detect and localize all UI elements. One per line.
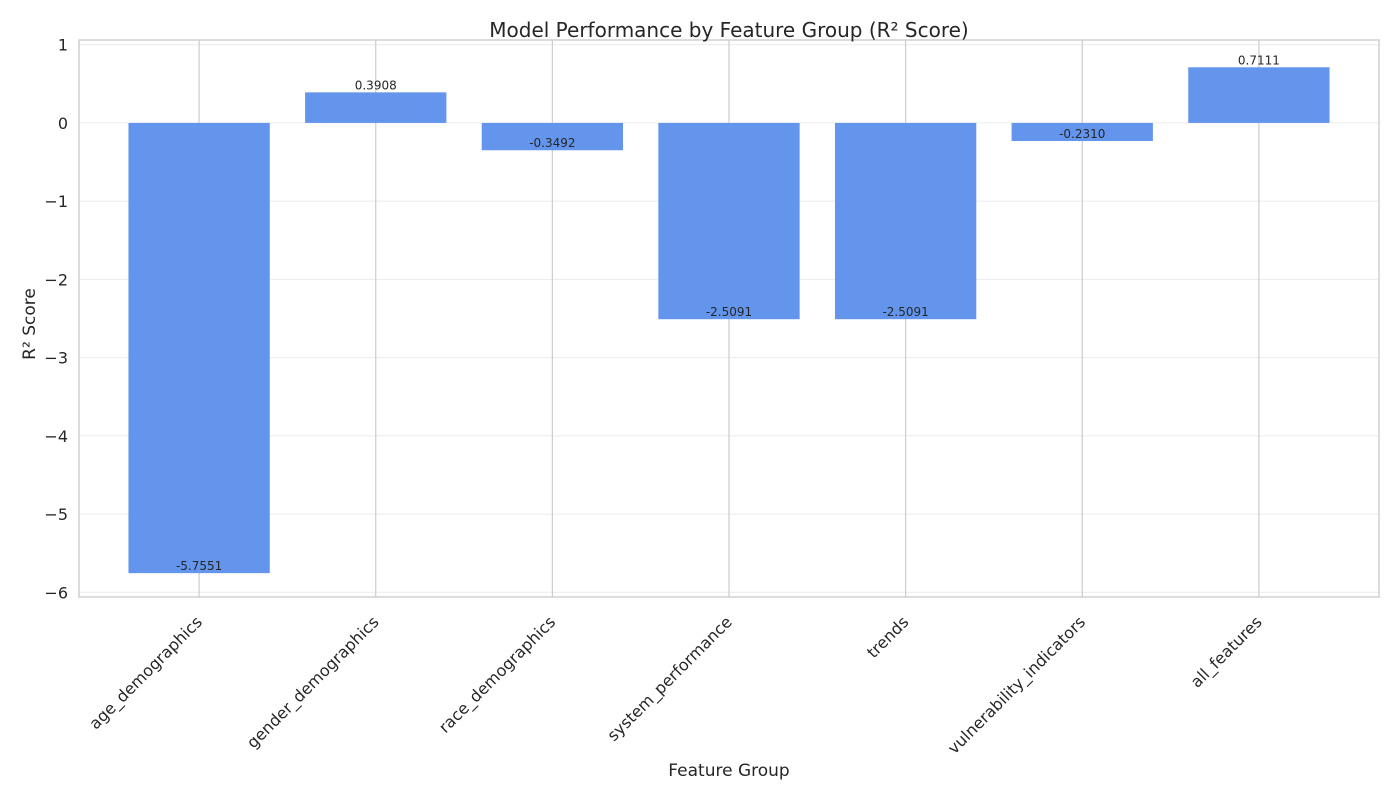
bar-gender_demographics	[305, 92, 447, 123]
bar-system_performance	[658, 122, 800, 320]
bar-trends	[834, 122, 977, 320]
y-tick-label: −3	[44, 349, 68, 368]
value-label-vulnerability_indicators: -0.2310	[1059, 127, 1105, 141]
value-label-race_demographics: -0.3492	[529, 136, 575, 150]
value-label-trends: -2.5091	[882, 305, 928, 319]
y-tick-label: −1	[44, 192, 68, 211]
x-axis-label: Feature Group	[668, 761, 789, 781]
value-label-all_features: 0.7111	[1238, 53, 1280, 67]
bar-all_features	[1188, 67, 1330, 123]
value-label-age_demographics: -5.7551	[176, 559, 222, 573]
x-tick-label-race_demographics: race_demographics	[435, 612, 560, 737]
y-tick-label: −4	[44, 427, 68, 446]
x-tick-labels: age_demographics gender_demographics race_…	[85, 612, 1266, 758]
x-tick-label-trends: trends	[863, 612, 912, 661]
value-labels-layer: -5.7551 0.3908 -0.3492 -2.5091 -2.5091 -0.231…	[176, 53, 1280, 573]
y-axis-label: R² Score	[20, 288, 40, 360]
x-tick-label-vulnerability_indicators: vulnerability_indicators	[944, 612, 1090, 758]
x-tick-label-gender_demographics: gender_demographics	[243, 612, 383, 752]
y-tick-label: −6	[44, 583, 68, 602]
plot-frame	[78, 39, 1380, 598]
x-tick-label-all_features: all_features	[1187, 612, 1267, 692]
bars-layer	[128, 67, 1330, 574]
y-tick-label: 0	[58, 114, 68, 133]
y-tick-label: −2	[44, 270, 68, 289]
bar-age_demographics	[128, 122, 270, 574]
chart-title: Model Performance by Feature Group (R² S…	[489, 18, 968, 42]
value-label-gender_demographics: 0.3908	[355, 78, 397, 92]
bar-race_demographics	[481, 122, 624, 151]
y-tick-labels: 1 0 −1 −2 −3 −4 −5 −6	[44, 36, 68, 603]
bar-vulnerability_indicators	[1011, 122, 1153, 141]
y-tick-label: −5	[44, 505, 68, 524]
x-tick-label-system_performance: system_performance	[603, 612, 736, 745]
value-label-system_performance: -2.5091	[706, 305, 752, 319]
x-tick-label-age_demographics: age_demographics	[85, 612, 206, 733]
y-tick-label: 1	[58, 36, 68, 55]
